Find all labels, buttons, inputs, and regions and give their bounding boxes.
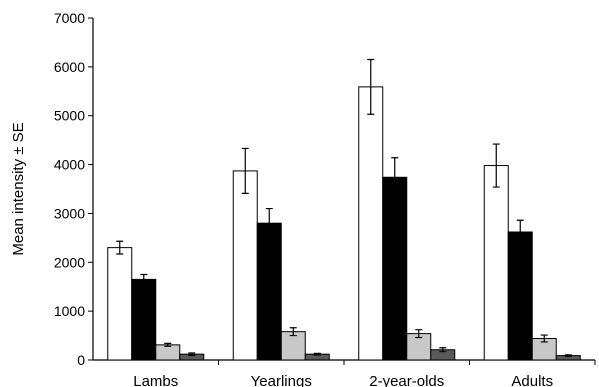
error-bar (289, 327, 297, 337)
bar-1-adults (483, 165, 509, 361)
bar-2-adults (507, 231, 533, 361)
x-tick-label: Adults (511, 373, 553, 387)
bar-3-lambs (155, 344, 181, 361)
bar-2-yearlings (256, 222, 282, 361)
error-bar (391, 157, 399, 198)
y-tick-label: 5000 (54, 108, 85, 124)
error-bar (313, 352, 321, 356)
y-tick-label: 0 (77, 352, 85, 368)
error-bar (439, 347, 447, 353)
y-tick-label: 1000 (54, 303, 85, 319)
x-tick-label: Lambs (133, 373, 178, 387)
error-bar (516, 219, 524, 245)
error-bar (367, 58, 375, 115)
bar-2-lambs (131, 278, 157, 361)
bar-3-yearlings (280, 331, 306, 361)
error-bar (492, 143, 500, 188)
error-bar (415, 329, 423, 339)
error-bar (188, 352, 196, 356)
y-tick-label: 7000 (54, 10, 85, 26)
error-bar (140, 273, 148, 285)
y-tick-label: 3000 (54, 205, 85, 221)
bar-1-yearlings (232, 170, 258, 361)
y-tick-label: 2000 (54, 254, 85, 270)
x-tick-label: Yearlings (251, 373, 312, 387)
error-bar (116, 240, 124, 255)
y-tick-label: 4000 (54, 157, 85, 173)
bars (107, 58, 581, 361)
error-bar (241, 147, 249, 194)
y-tick-label: 6000 (54, 59, 85, 75)
error-bar (564, 354, 572, 357)
x-tick-label: 2-year-olds (369, 373, 444, 387)
error-bar (265, 207, 273, 239)
y-axis-title: Mean intensity ± SE (10, 122, 27, 255)
bar-1-lambs (107, 247, 133, 361)
bar-2-2-year-olds (382, 176, 408, 361)
bar-1-2-year-olds (358, 86, 384, 361)
labels: 0 1000 2000 3000 4000 5000 6000 7000 Lambs Yearli… (54, 10, 553, 387)
error-bar (164, 342, 172, 347)
error-bar (540, 334, 548, 343)
